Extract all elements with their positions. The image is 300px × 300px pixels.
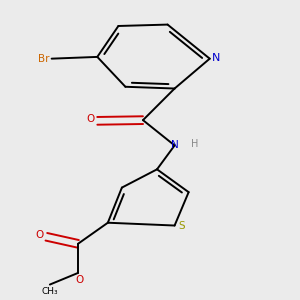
Text: Br: Br: [38, 54, 50, 64]
Text: CH₃: CH₃: [42, 287, 58, 296]
Text: S: S: [178, 221, 185, 231]
Text: O: O: [35, 230, 44, 240]
Text: O: O: [86, 114, 94, 124]
Text: N: N: [171, 140, 179, 150]
Text: O: O: [76, 275, 84, 285]
Text: N: N: [212, 52, 220, 63]
Text: H: H: [191, 139, 199, 149]
